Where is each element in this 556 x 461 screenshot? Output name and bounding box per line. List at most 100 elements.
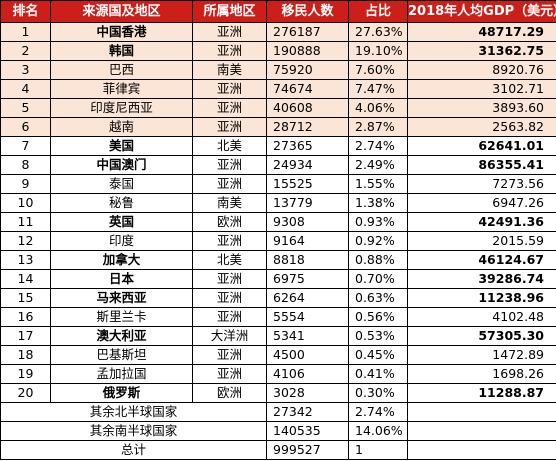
cell-region: 亚洲 bbox=[192, 174, 267, 194]
cell-country: 美国 bbox=[50, 136, 193, 156]
cell-country: 澳大利亚 bbox=[50, 326, 193, 346]
header-region: 所属地区 bbox=[192, 0, 267, 23]
table-row: 15 马来西亚 亚洲 6264 0.63% 11238.96 bbox=[0, 288, 556, 308]
cell-share: 0.30% bbox=[348, 383, 408, 403]
table-row: 1 中国香港 亚洲 276187 27.63% 48717.29 bbox=[0, 22, 556, 42]
cell-gdp: 3893.60 bbox=[407, 98, 556, 118]
cell-gdp: 39286.74 bbox=[407, 269, 556, 289]
cell-count: 276187 bbox=[266, 22, 349, 42]
cell-share: 1.55% bbox=[348, 174, 408, 194]
summary-row: 其余北半球国家 27342 2.74% bbox=[0, 402, 556, 422]
cell-country: 中国香港 bbox=[50, 22, 193, 42]
header-count: 移民人数 bbox=[266, 0, 349, 23]
cell-summary-empty bbox=[407, 440, 556, 460]
cell-summary-empty bbox=[407, 421, 556, 441]
table-row: 2 韩国 亚洲 190888 19.10% 31362.75 bbox=[0, 41, 556, 61]
cell-rank: 10 bbox=[0, 193, 51, 213]
table-row: 18 巴基斯坦 亚洲 4500 0.45% 1472.89 bbox=[0, 345, 556, 365]
cell-region: 亚洲 bbox=[192, 288, 267, 308]
cell-rank: 20 bbox=[0, 383, 51, 403]
cell-gdp: 57305.30 bbox=[407, 326, 556, 346]
cell-rank: 3 bbox=[0, 60, 51, 80]
cell-gdp: 2015.59 bbox=[407, 231, 556, 251]
cell-country: 泰国 bbox=[50, 174, 193, 194]
cell-share: 2.74% bbox=[348, 136, 408, 156]
table-row: 17 澳大利亚 大洋洲 5341 0.53% 57305.30 bbox=[0, 326, 556, 346]
table-row: 8 中国澳门 亚洲 24934 2.49% 86355.41 bbox=[0, 155, 556, 175]
cell-rank: 15 bbox=[0, 288, 51, 308]
cell-country: 韩国 bbox=[50, 41, 193, 61]
table-row: 10 秘鲁 南美 13779 1.38% 6947.26 bbox=[0, 193, 556, 213]
cell-rank: 8 bbox=[0, 155, 51, 175]
cell-count: 5554 bbox=[266, 307, 349, 327]
cell-gdp: 42491.36 bbox=[407, 212, 556, 232]
cell-region: 亚洲 bbox=[192, 117, 267, 137]
cell-gdp: 62641.01 bbox=[407, 136, 556, 156]
cell-share: 0.70% bbox=[348, 269, 408, 289]
cell-summary-count: 27342 bbox=[266, 402, 349, 422]
cell-country: 英国 bbox=[50, 212, 193, 232]
cell-count: 8818 bbox=[266, 250, 349, 270]
table-row: 9 泰国 亚洲 15525 1.55% 7273.56 bbox=[0, 174, 556, 194]
cell-country: 俄罗斯 bbox=[50, 383, 193, 403]
cell-rank: 17 bbox=[0, 326, 51, 346]
table-row: 12 印度 亚洲 9164 0.92% 2015.59 bbox=[0, 231, 556, 251]
cell-count: 3028 bbox=[266, 383, 349, 403]
cell-share: 2.87% bbox=[348, 117, 408, 137]
cell-share: 0.88% bbox=[348, 250, 408, 270]
cell-share: 0.56% bbox=[348, 307, 408, 327]
cell-gdp: 7273.56 bbox=[407, 174, 556, 194]
cell-share: 7.47% bbox=[348, 79, 408, 99]
cell-count: 15525 bbox=[266, 174, 349, 194]
cell-summary-label: 总计 bbox=[0, 440, 267, 460]
cell-rank: 14 bbox=[0, 269, 51, 289]
cell-gdp: 46124.67 bbox=[407, 250, 556, 270]
cell-count: 5341 bbox=[266, 326, 349, 346]
cell-region: 北美 bbox=[192, 136, 267, 156]
cell-country: 斯里兰卡 bbox=[50, 307, 193, 327]
cell-country: 印度 bbox=[50, 231, 193, 251]
table-header: 排名 来源国及地区 所属地区 移民人数 占比 2018年人均GDP（美元） bbox=[0, 0, 556, 23]
cell-region: 亚洲 bbox=[192, 98, 267, 118]
cell-rank: 13 bbox=[0, 250, 51, 270]
table-row: 11 英国 欧洲 9308 0.93% 42491.36 bbox=[0, 212, 556, 232]
table-row: 16 斯里兰卡 亚洲 5554 0.56% 4102.48 bbox=[0, 307, 556, 327]
cell-gdp: 11288.87 bbox=[407, 383, 556, 403]
cell-count: 74674 bbox=[266, 79, 349, 99]
cell-rank: 2 bbox=[0, 41, 51, 61]
cell-gdp: 31362.75 bbox=[407, 41, 556, 61]
header-row: 排名 来源国及地区 所属地区 移民人数 占比 2018年人均GDP（美元） bbox=[0, 0, 556, 23]
cell-region: 亚洲 bbox=[192, 155, 267, 175]
cell-country: 孟加拉国 bbox=[50, 364, 193, 384]
cell-count: 4106 bbox=[266, 364, 349, 384]
cell-region: 欧洲 bbox=[192, 212, 267, 232]
table-row: 6 越南 亚洲 28712 2.87% 2563.82 bbox=[0, 117, 556, 137]
table-body: 1 中国香港 亚洲 276187 27.63% 48717.29 2 韩国 亚洲 190888 19… bbox=[0, 22, 556, 403]
cell-gdp: 86355.41 bbox=[407, 155, 556, 175]
cell-count: 27365 bbox=[266, 136, 349, 156]
cell-country: 越南 bbox=[50, 117, 193, 137]
cell-gdp: 2563.82 bbox=[407, 117, 556, 137]
cell-summary-label: 其余南半球国家 bbox=[0, 421, 267, 441]
cell-share: 4.06% bbox=[348, 98, 408, 118]
cell-summary-count: 140535 bbox=[266, 421, 349, 441]
cell-share: 0.53% bbox=[348, 326, 408, 346]
cell-count: 40608 bbox=[266, 98, 349, 118]
cell-rank: 4 bbox=[0, 79, 51, 99]
cell-share: 2.49% bbox=[348, 155, 408, 175]
cell-rank: 19 bbox=[0, 364, 51, 384]
header-share: 占比 bbox=[348, 0, 408, 23]
cell-count: 9164 bbox=[266, 231, 349, 251]
cell-country: 加拿大 bbox=[50, 250, 193, 270]
cell-summary-share: 1 bbox=[348, 440, 408, 460]
cell-region: 亚洲 bbox=[192, 22, 267, 42]
cell-count: 4500 bbox=[266, 345, 349, 365]
cell-gdp: 1698.26 bbox=[407, 364, 556, 384]
table-row: 14 日本 亚洲 6975 0.70% 39286.74 bbox=[0, 269, 556, 289]
cell-count: 190888 bbox=[266, 41, 349, 61]
table-row: 4 菲律宾 亚洲 74674 7.47% 3102.71 bbox=[0, 79, 556, 99]
cell-region: 亚洲 bbox=[192, 364, 267, 384]
cell-share: 0.92% bbox=[348, 231, 408, 251]
table-footer: 其余北半球国家 27342 2.74% 其余南半球国家 140535 14.06% 总计 99… bbox=[0, 402, 556, 460]
cell-count: 6975 bbox=[266, 269, 349, 289]
